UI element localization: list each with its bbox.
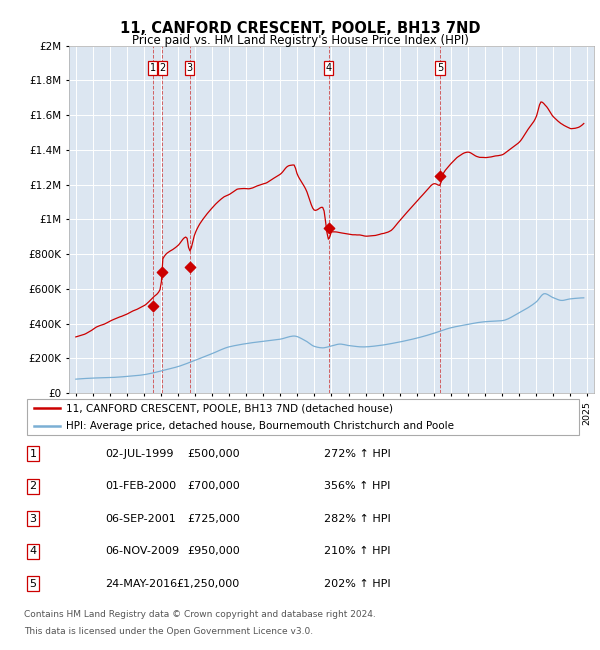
Text: 4: 4 [326,63,332,73]
Text: 11, CANFORD CRESCENT, POOLE, BH13 7ND: 11, CANFORD CRESCENT, POOLE, BH13 7ND [120,21,480,36]
Text: £500,000: £500,000 [187,448,240,459]
Text: 272% ↑ HPI: 272% ↑ HPI [324,448,391,459]
Point [185,262,194,272]
Text: 210% ↑ HPI: 210% ↑ HPI [324,546,391,556]
Text: Price paid vs. HM Land Registry's House Price Index (HPI): Price paid vs. HM Land Registry's House … [131,34,469,47]
Text: 3: 3 [187,63,193,73]
Text: 202% ↑ HPI: 202% ↑ HPI [324,578,391,589]
Text: £1,250,000: £1,250,000 [177,578,240,589]
Text: 356% ↑ HPI: 356% ↑ HPI [324,481,391,491]
Text: 1: 1 [29,448,37,459]
Text: £950,000: £950,000 [187,546,240,556]
Text: 01-FEB-2000: 01-FEB-2000 [105,481,176,491]
Text: 11, CANFORD CRESCENT, POOLE, BH13 7ND (detached house): 11, CANFORD CRESCENT, POOLE, BH13 7ND (d… [66,404,393,413]
Text: £725,000: £725,000 [187,514,240,524]
Point [436,171,445,181]
FancyBboxPatch shape [27,399,579,436]
Text: 1: 1 [149,63,155,73]
Text: This data is licensed under the Open Government Licence v3.0.: This data is licensed under the Open Gov… [24,627,313,636]
Text: 5: 5 [437,63,443,73]
Text: 02-JUL-1999: 02-JUL-1999 [105,448,173,459]
Text: HPI: Average price, detached house, Bournemouth Christchurch and Poole: HPI: Average price, detached house, Bour… [66,421,454,431]
Point [324,223,334,233]
Text: Contains HM Land Registry data © Crown copyright and database right 2024.: Contains HM Land Registry data © Crown c… [24,610,376,619]
Point [158,266,167,277]
Text: 282% ↑ HPI: 282% ↑ HPI [324,514,391,524]
Text: 3: 3 [29,514,37,524]
Text: 24-MAY-2016: 24-MAY-2016 [105,578,177,589]
Text: 06-SEP-2001: 06-SEP-2001 [105,514,176,524]
Text: 4: 4 [29,546,37,556]
Text: 2: 2 [29,481,37,491]
Text: 5: 5 [29,578,37,589]
Text: 06-NOV-2009: 06-NOV-2009 [105,546,179,556]
Text: £700,000: £700,000 [187,481,240,491]
Point [148,301,157,311]
Text: 2: 2 [159,63,166,73]
